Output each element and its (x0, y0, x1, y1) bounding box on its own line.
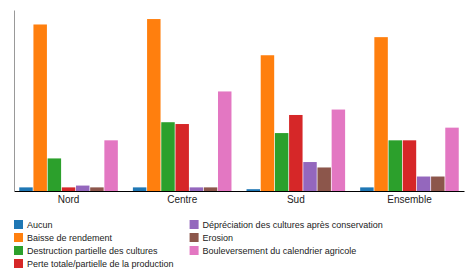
bar (247, 189, 260, 191)
bar (19, 187, 32, 191)
bar (317, 167, 330, 191)
bar (175, 124, 188, 191)
legend-item: Perte totale/partielle de la production (14, 259, 174, 269)
legend-swatch (190, 246, 199, 255)
bar (445, 128, 458, 191)
bar (417, 177, 430, 191)
legend-label: Bouleversement du calendrier agricole (203, 246, 357, 256)
y-axis-line (14, 11, 15, 192)
bar (431, 177, 444, 191)
x-tick-label: Sud (287, 194, 305, 205)
legend-swatch (190, 220, 199, 229)
x-tick-label: Ensemble (387, 194, 432, 205)
chart: Aucun Baisse de rendement Destruction part… (0, 0, 474, 273)
bars (19, 19, 458, 191)
legend-item: Baisse de rendement (14, 233, 113, 243)
x-tick: Sud (287, 194, 305, 205)
legend-label: Erosion (203, 233, 234, 243)
bar-series (33, 19, 387, 191)
bar (147, 19, 160, 191)
legend: Aucun Baisse de rendement Destruction part… (14, 220, 383, 269)
bar (218, 91, 231, 191)
legend-label: Destruction partielle des cultures (27, 246, 158, 256)
bar (204, 187, 217, 191)
x-axis-line (15, 191, 465, 192)
legend-label: Dépréciation des cultures après conserva… (203, 220, 383, 230)
bar (48, 158, 61, 191)
legend-label: Perte totale/partielle de la production (27, 259, 174, 269)
legend-swatch (14, 259, 23, 268)
bar (389, 140, 402, 191)
x-tick-label: Nord (58, 194, 80, 205)
x-axis: Nord Centre Sud Ensemble (15, 192, 465, 206)
bar (62, 187, 75, 191)
bar (332, 110, 345, 191)
bar (261, 55, 274, 191)
bar (104, 140, 117, 191)
legend-swatch (14, 233, 23, 242)
x-tick: Nord (58, 194, 80, 205)
plot-area: Nord Centre Sud Ensemble (15, 11, 465, 206)
x-tick-label: Centre (167, 194, 197, 205)
legend-swatch (14, 246, 23, 255)
legend-label: Aucun (27, 220, 53, 230)
bar (161, 122, 174, 191)
legend-label: Baisse de rendement (27, 233, 113, 243)
bar (303, 162, 316, 191)
bar (133, 187, 146, 191)
bar-series (90, 167, 444, 191)
bar (374, 37, 387, 191)
legend-item: Erosion (190, 233, 234, 243)
bar (33, 24, 46, 191)
bar (275, 133, 288, 191)
y-axis (14, 11, 15, 192)
legend-swatch (190, 233, 199, 242)
bar (76, 186, 89, 191)
bar (90, 187, 103, 191)
legend-item: Bouleversement du calendrier agricole (190, 246, 357, 256)
legend-item: Dépréciation des cultures après conserva… (190, 220, 383, 230)
legend-item: Aucun (14, 220, 53, 230)
bar-series (76, 162, 430, 191)
legend-item: Destruction partielle des cultures (14, 246, 158, 256)
bar (190, 187, 203, 191)
bar-series (104, 91, 458, 191)
legend-swatch (14, 220, 23, 229)
bar (403, 140, 416, 191)
x-tick: Centre (167, 194, 197, 205)
bar-series (62, 115, 416, 191)
bar (360, 187, 373, 191)
x-tick: Ensemble (387, 194, 432, 205)
bar (289, 115, 302, 191)
